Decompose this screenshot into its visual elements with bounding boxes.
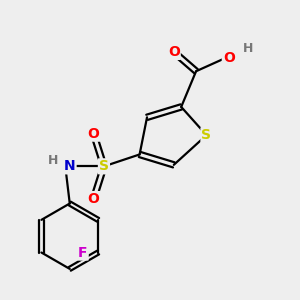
- Text: O: O: [223, 51, 235, 65]
- Text: S: S: [202, 128, 212, 142]
- Text: O: O: [168, 45, 180, 59]
- Text: O: O: [88, 192, 100, 206]
- Text: F: F: [78, 245, 88, 260]
- Text: N: N: [64, 159, 76, 173]
- Text: H: H: [48, 154, 59, 167]
- Text: O: O: [88, 127, 100, 141]
- Text: H: H: [243, 42, 253, 56]
- Text: S: S: [99, 159, 109, 173]
